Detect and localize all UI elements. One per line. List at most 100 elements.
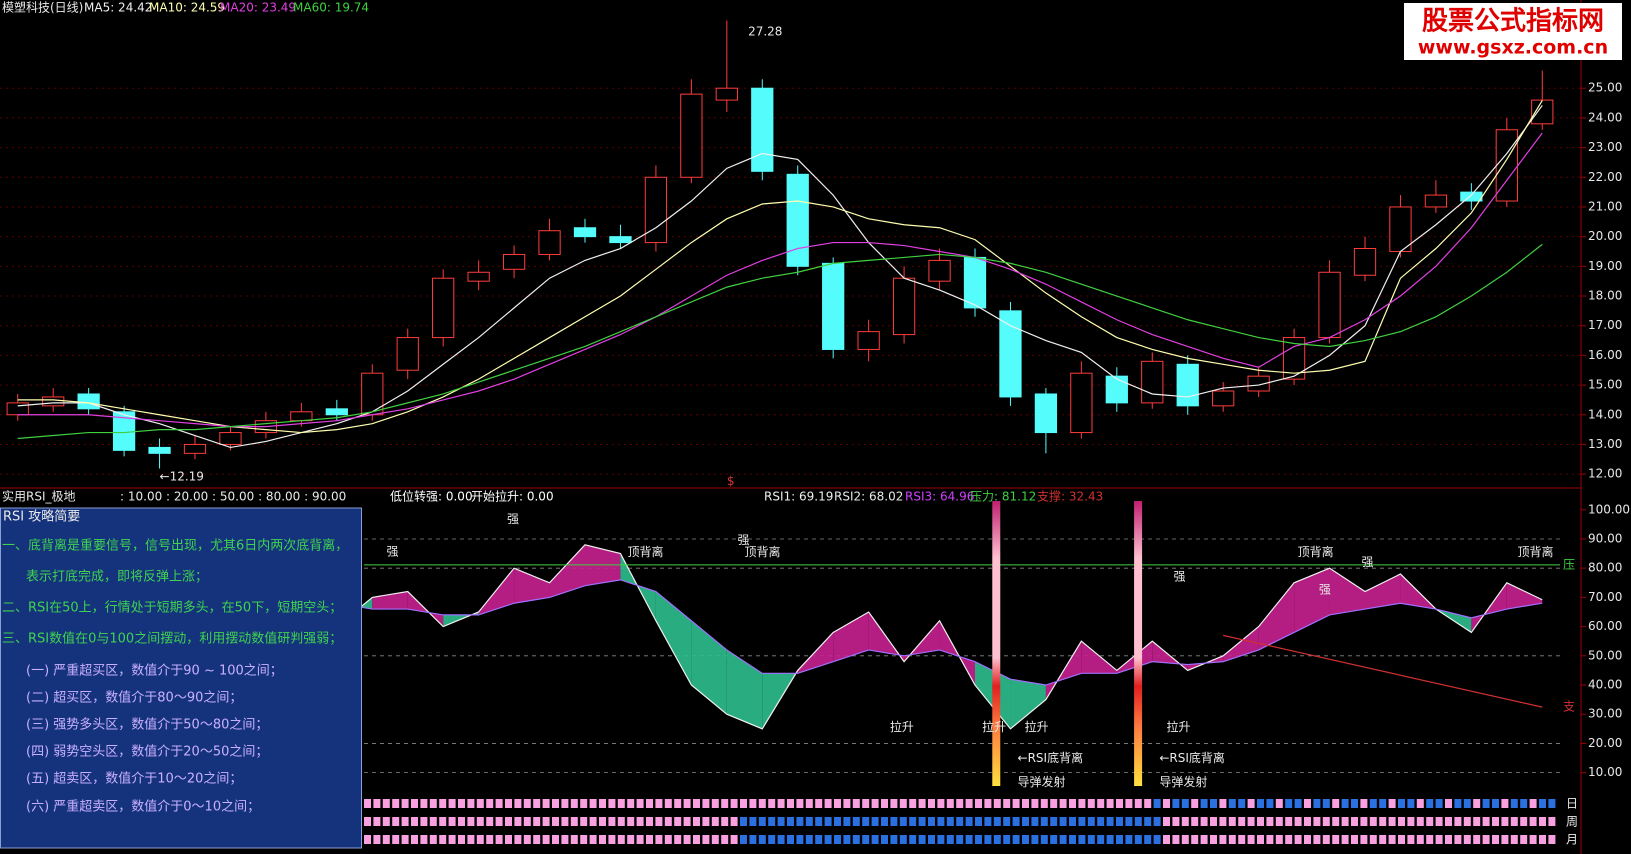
period-cell (617, 817, 625, 826)
candle-body (432, 277, 455, 339)
period-cell (1200, 799, 1208, 808)
period-cell (533, 817, 541, 826)
period-cell (1022, 835, 1029, 844)
period-cell (730, 799, 738, 808)
period-cell (965, 835, 973, 844)
rsi-levels-label: : 10.00 : 20.00 : 50.00 : 80.00 : 90.00 (120, 490, 346, 504)
period-cell (1454, 817, 1462, 826)
period-cell (552, 835, 559, 844)
period-cell (467, 799, 475, 808)
period-cell (730, 835, 738, 844)
candle-body (77, 393, 100, 410)
period-cell (984, 799, 992, 808)
period-cell (1398, 835, 1405, 844)
annotation: 27.28 (748, 24, 782, 38)
period-cell (476, 835, 484, 844)
period-cell (1069, 817, 1076, 826)
period-cell (843, 835, 851, 844)
period-cell (1238, 817, 1246, 826)
period-cell (439, 799, 447, 808)
period-cell (1548, 835, 1556, 844)
period-cell (965, 799, 973, 808)
period-cell (674, 799, 682, 808)
period-cell (1285, 835, 1293, 844)
period-cell (458, 817, 465, 826)
period-cell (1275, 835, 1283, 844)
period-cell (1463, 835, 1471, 844)
period-cell (1529, 799, 1537, 808)
period-cell (392, 799, 400, 808)
candle-body (1070, 372, 1093, 434)
support-label: 支撑: 32.43 (1037, 489, 1103, 504)
period-cell (1172, 835, 1180, 844)
candle-body (751, 87, 774, 172)
period-cell (1379, 835, 1387, 844)
period-cell (1257, 799, 1264, 808)
period-cell (589, 835, 597, 844)
period-cell (1398, 817, 1405, 826)
period-cell (815, 799, 823, 808)
period-cell (1445, 835, 1452, 844)
period-cell (382, 817, 390, 826)
period-cell (1172, 817, 1180, 826)
period-cell (824, 799, 832, 808)
y-tick-label: 13.00 (1588, 437, 1622, 451)
period-cell (805, 799, 813, 808)
period-cell (871, 817, 879, 826)
period-cell (1153, 799, 1161, 808)
period-cell (890, 799, 898, 808)
period-cell (1539, 799, 1546, 808)
period-cell (1210, 835, 1217, 844)
period-cell (852, 799, 860, 808)
period-cell (1285, 799, 1293, 808)
period-cell (1360, 835, 1368, 844)
period-cell (392, 835, 400, 844)
period-cell (1426, 799, 1434, 808)
period-cell (1059, 817, 1067, 826)
y-tick-label: 40.00 (1588, 678, 1622, 692)
period-cell (721, 835, 729, 844)
period-cell (364, 835, 371, 844)
period-cell (909, 817, 917, 826)
period-cell (1031, 817, 1039, 826)
period-cell (711, 835, 719, 844)
period-cell (552, 817, 559, 826)
period-cell (467, 817, 475, 826)
period-cell (1012, 835, 1020, 844)
y-tick-label: 20.00 (1588, 736, 1622, 750)
period-cell (636, 835, 644, 844)
period-cell (364, 817, 371, 826)
period-cell (439, 817, 447, 826)
period-cell (1191, 835, 1199, 844)
period-cell (1078, 799, 1086, 808)
rsi-fill (1294, 568, 1330, 633)
period-cell (420, 835, 428, 844)
candle-body (361, 372, 384, 416)
period-cell (514, 799, 522, 808)
period-cell (1022, 817, 1029, 826)
period-cell (429, 799, 437, 808)
period-cell (946, 835, 954, 844)
period-cell (1322, 799, 1330, 808)
y-tick-label: 20.00 (1588, 229, 1622, 243)
period-cell (674, 835, 682, 844)
pressure-label: 压力: 81.12 (970, 490, 1036, 504)
annotation: 强 (1174, 569, 1186, 583)
period-cell (965, 817, 973, 826)
period-cell (1040, 799, 1048, 808)
candle-body (1247, 375, 1270, 392)
period-cell (1097, 799, 1105, 808)
period-cell (1416, 799, 1424, 808)
period-cell (382, 799, 390, 808)
period-cell (523, 799, 531, 808)
info-line: 表示打底完成，即将反弹上涨； (26, 569, 208, 585)
period-cell (777, 835, 785, 844)
candle-body (219, 432, 242, 445)
y-tick-label: 10.00 (1588, 765, 1622, 779)
legend-entry: MA10: 24.59 (149, 1, 225, 15)
info-line: (二) 超买区，数值介于80～90之间； (26, 690, 242, 706)
period-cell (711, 817, 719, 826)
period-cell (768, 835, 776, 844)
period-cell (1304, 835, 1311, 844)
period-cell (1210, 799, 1217, 808)
